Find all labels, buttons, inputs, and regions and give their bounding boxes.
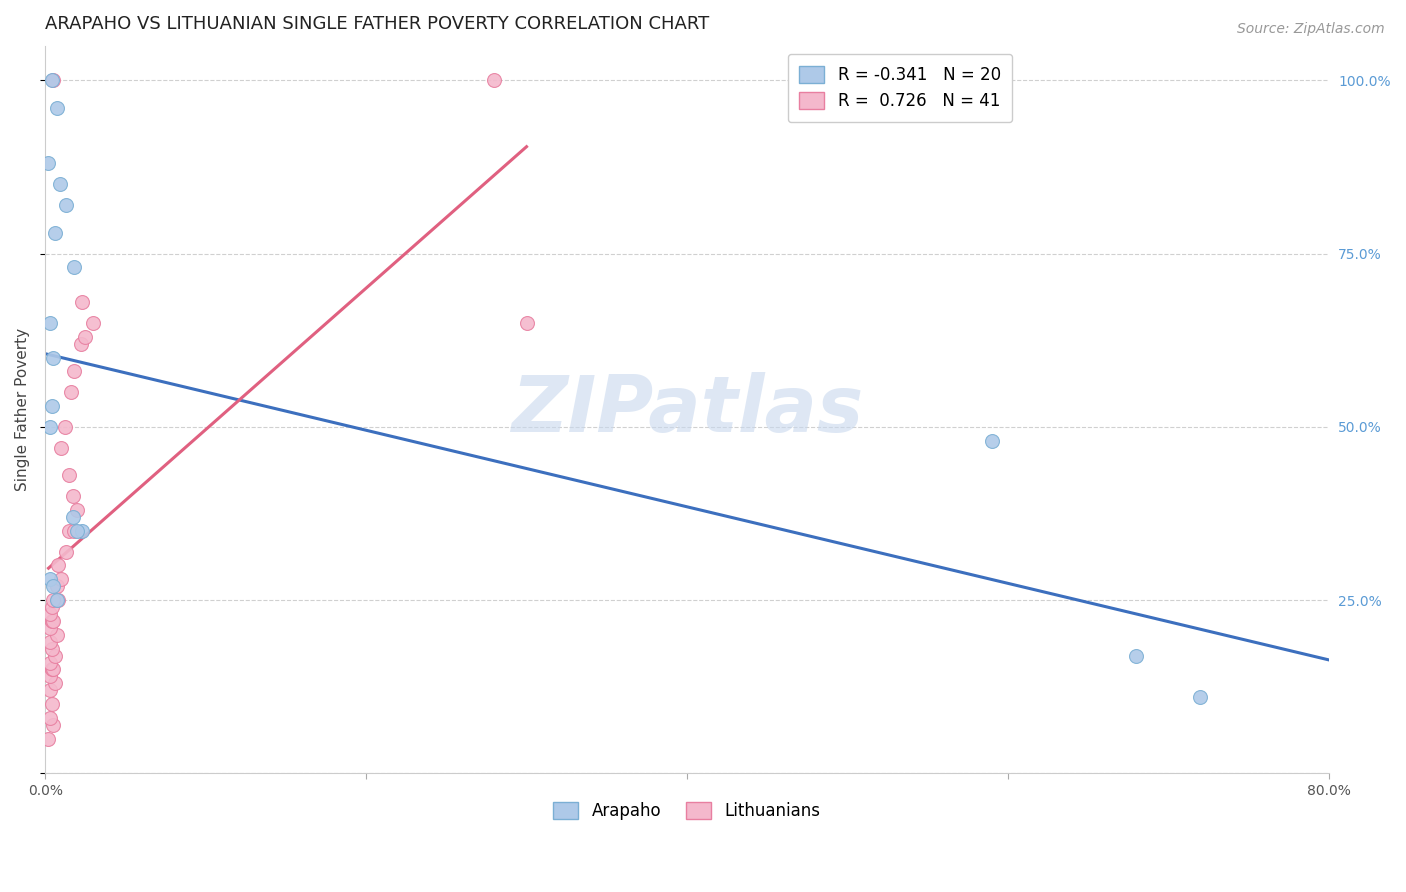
Point xyxy=(75,330,97,344)
Point xyxy=(44,226,66,240)
Text: Source: ZipAtlas.com: Source: ZipAtlas.com xyxy=(1237,22,1385,37)
Point xyxy=(41,697,63,711)
Point xyxy=(39,607,62,621)
Point xyxy=(45,579,67,593)
Point xyxy=(42,593,65,607)
Point xyxy=(55,198,77,212)
Text: ZIPatlas: ZIPatlas xyxy=(510,372,863,448)
Legend: Arapaho, Lithuanians: Arapaho, Lithuanians xyxy=(547,796,827,827)
Point xyxy=(66,524,89,538)
Point xyxy=(1189,690,1212,705)
Point xyxy=(39,669,62,683)
Text: ARAPAHO VS LITHUANIAN SINGLE FATHER POVERTY CORRELATION CHART: ARAPAHO VS LITHUANIAN SINGLE FATHER POVE… xyxy=(45,15,710,33)
Point xyxy=(46,558,69,573)
Point xyxy=(41,641,63,656)
Point xyxy=(39,316,62,330)
Point xyxy=(58,468,80,483)
Point xyxy=(45,628,67,642)
Point xyxy=(53,420,76,434)
Point xyxy=(63,364,86,378)
Point xyxy=(42,663,65,677)
Point xyxy=(42,718,65,732)
Point xyxy=(1125,648,1147,663)
Point xyxy=(70,295,93,310)
Y-axis label: Single Father Poverty: Single Father Poverty xyxy=(15,328,30,491)
Point xyxy=(39,656,62,670)
Point xyxy=(42,351,65,365)
Point xyxy=(42,614,65,628)
Point xyxy=(41,614,63,628)
Point xyxy=(45,593,67,607)
Point xyxy=(41,73,63,87)
Point xyxy=(39,621,62,635)
Point xyxy=(515,316,537,330)
Point xyxy=(42,73,65,87)
Point xyxy=(980,434,1002,448)
Point xyxy=(37,156,59,170)
Point xyxy=(44,676,66,690)
Point xyxy=(44,648,66,663)
Point xyxy=(39,420,62,434)
Point xyxy=(51,573,73,587)
Point xyxy=(46,593,69,607)
Point xyxy=(66,503,89,517)
Point xyxy=(70,524,93,538)
Point xyxy=(39,711,62,725)
Point xyxy=(69,336,91,351)
Point xyxy=(55,544,77,558)
Point xyxy=(484,73,506,87)
Point xyxy=(51,441,73,455)
Point xyxy=(41,600,63,615)
Point xyxy=(39,634,62,648)
Point xyxy=(39,573,62,587)
Point xyxy=(39,683,62,698)
Point xyxy=(48,178,70,192)
Point xyxy=(59,385,82,400)
Point xyxy=(58,524,80,538)
Point xyxy=(41,399,63,413)
Point xyxy=(62,489,84,503)
Point xyxy=(45,101,67,115)
Point xyxy=(62,510,84,524)
Point xyxy=(42,579,65,593)
Point xyxy=(82,316,104,330)
Point xyxy=(63,524,86,538)
Point xyxy=(41,663,63,677)
Point xyxy=(37,731,59,746)
Point xyxy=(63,260,86,275)
